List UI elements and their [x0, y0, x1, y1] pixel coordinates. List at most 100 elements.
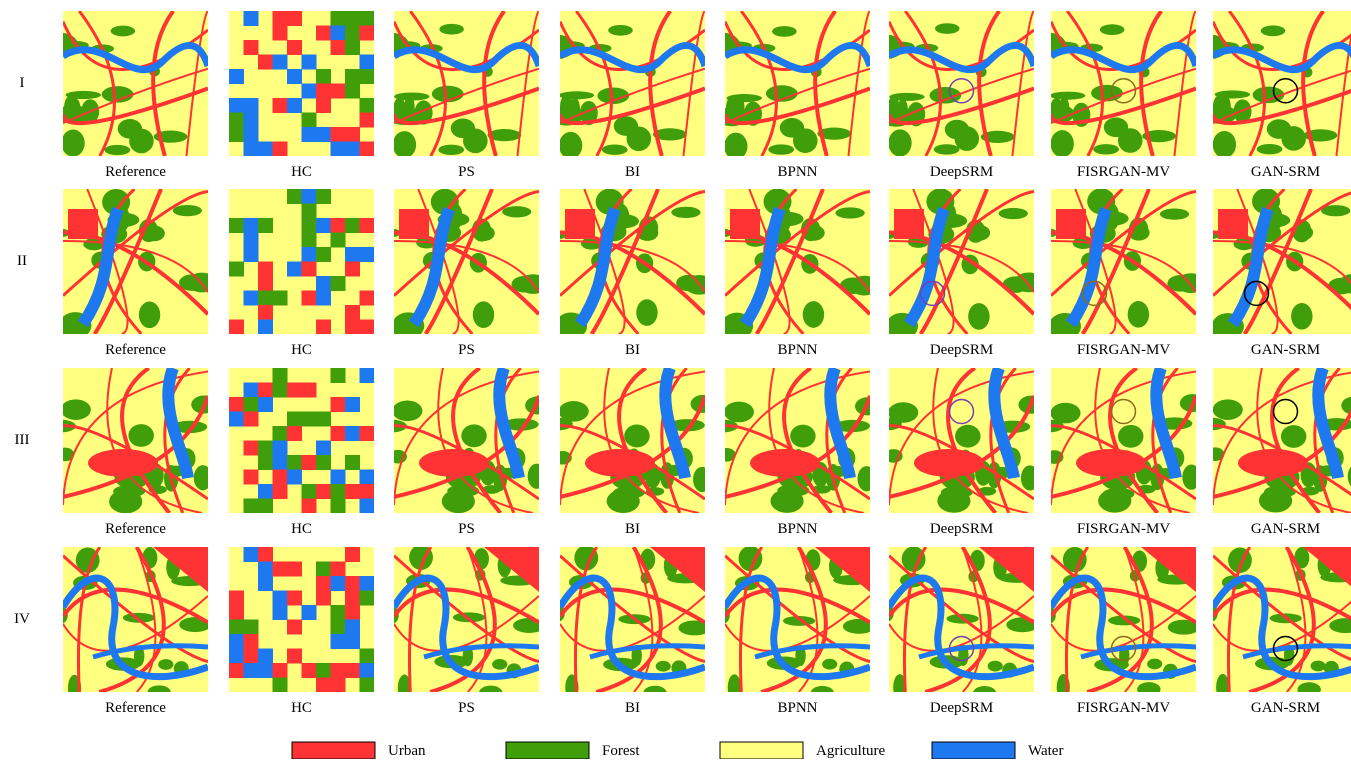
- map-panel: [552, 536, 713, 701]
- column-label: GAN-SRM: [1251, 521, 1320, 537]
- class-cell: [360, 55, 375, 70]
- forest-patch: [513, 618, 545, 633]
- class-cell: [302, 484, 317, 499]
- urban-area: [914, 449, 984, 477]
- forest-patch: [835, 207, 864, 218]
- class-cell: [316, 441, 331, 456]
- class-cell: [331, 26, 346, 41]
- forest-patch: [614, 116, 638, 136]
- map-panel: [383, 189, 548, 341]
- class-cell: [316, 562, 331, 577]
- class-cell: [258, 547, 273, 562]
- class-cell: [273, 441, 288, 456]
- forest-patch: [777, 484, 809, 496]
- map-panel: [386, 536, 550, 701]
- class-cell: [244, 142, 259, 157]
- map-panel: [1205, 537, 1351, 701]
- class-cell: [273, 142, 288, 157]
- column-label: Reference: [105, 521, 166, 537]
- class-cell: [273, 426, 288, 441]
- legend-swatch: [720, 742, 803, 759]
- class-cell: [302, 55, 317, 70]
- forest-patch: [811, 686, 834, 700]
- map-panel: [377, 368, 550, 513]
- forest-patch: [111, 26, 136, 37]
- class-cell: [244, 663, 259, 678]
- class-cell: [360, 499, 375, 514]
- column-label: HC: [291, 164, 312, 180]
- class-cell: [258, 142, 273, 157]
- class-cell: [331, 397, 346, 412]
- legend-swatch: [292, 742, 375, 759]
- forest-patch: [1104, 117, 1128, 137]
- forest-patch: [1213, 399, 1243, 420]
- forest-patch: [888, 129, 911, 156]
- class-cell: [345, 426, 360, 441]
- column-label: Reference: [105, 164, 166, 180]
- class-cell: [345, 69, 360, 84]
- forest-patch: [61, 399, 91, 420]
- class-cell: [229, 591, 244, 606]
- forest-patch: [955, 425, 980, 448]
- class-cell: [331, 562, 346, 577]
- class-cell: [229, 320, 244, 335]
- class-cell: [258, 441, 273, 456]
- class-cell: [345, 40, 360, 55]
- class-cell: [273, 562, 288, 577]
- forest-patch: [724, 133, 747, 160]
- class-cell: [331, 470, 346, 485]
- class-cell: [287, 412, 302, 427]
- class-cell: [302, 383, 317, 398]
- forest-patch: [1118, 425, 1143, 448]
- column-label: BPNN: [777, 164, 817, 180]
- forest-patch: [173, 205, 202, 216]
- forest-patch: [1291, 303, 1312, 330]
- class-cell: [345, 663, 360, 678]
- class-cell: [258, 562, 273, 577]
- class-cell: [244, 412, 259, 427]
- class-cell: [273, 605, 288, 620]
- map-panel: [44, 11, 208, 157]
- class-cell: [360, 678, 375, 693]
- class-cell: [229, 262, 244, 277]
- forest-patch: [602, 145, 628, 155]
- class-cell: [302, 127, 317, 142]
- class-cell: [345, 605, 360, 620]
- map-panel: [55, 540, 217, 701]
- class-cell: [360, 113, 375, 128]
- class-cell: [345, 26, 360, 41]
- forest-patch: [803, 301, 824, 328]
- column-label: PS: [458, 521, 475, 537]
- forest-patch: [1182, 465, 1200, 490]
- forest-patch: [128, 424, 153, 447]
- class-cell: [244, 499, 259, 514]
- class-cell: [287, 98, 302, 113]
- map-panel: [1040, 188, 1205, 339]
- class-cell: [316, 455, 331, 470]
- forest-patch: [1100, 24, 1125, 35]
- class-cell: [244, 98, 259, 113]
- class-cell: [273, 663, 288, 678]
- urban-area: [585, 449, 655, 477]
- forest-patch: [624, 425, 649, 448]
- column-label: BPNN: [777, 521, 817, 537]
- class-cell: [258, 291, 273, 306]
- class-cell: [244, 113, 259, 128]
- class-cell: [273, 291, 288, 306]
- forest-patch: [139, 301, 160, 328]
- class-cell: [331, 484, 346, 499]
- class-cell: [331, 576, 346, 591]
- class-cell: [302, 84, 317, 99]
- map-panel: [541, 11, 705, 159]
- forest-patch: [447, 485, 479, 497]
- class-cell: [331, 276, 346, 291]
- class-cell: [316, 69, 331, 84]
- forest-patch: [728, 674, 741, 701]
- map-panel: [229, 368, 375, 514]
- class-cell: [302, 663, 317, 678]
- forest-patch: [726, 96, 739, 121]
- class-cell: [302, 113, 317, 128]
- class-cell: [258, 455, 273, 470]
- forest-patch: [147, 685, 170, 699]
- class-cell: [345, 484, 360, 499]
